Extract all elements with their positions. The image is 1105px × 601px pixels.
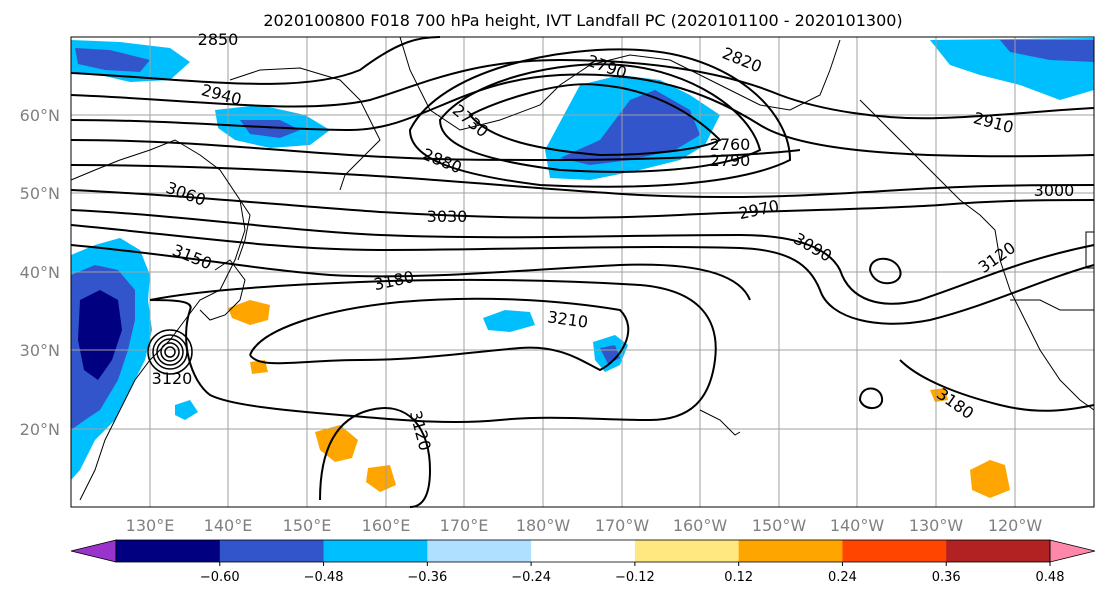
lon-label: 170°E — [440, 516, 489, 535]
lon-label: 130°W — [909, 516, 964, 535]
japan-coast — [199, 259, 246, 321]
contour-label: 2790 — [710, 151, 751, 170]
colorbar-segment — [946, 540, 1051, 562]
lat-label: 40°N — [20, 263, 60, 282]
contour-2790 — [408, 48, 792, 188]
colorbar-segment — [219, 540, 325, 562]
colorbar-tick-label: −0.48 — [304, 570, 344, 585]
contour-2850 — [70, 36, 441, 85]
figure-title: 2020100800 F018 700 hPa height, IVT Land… — [263, 11, 902, 30]
colorbar-tick-label: −0.36 — [407, 570, 447, 585]
contour-label: 2760 — [710, 135, 751, 154]
ivt-pos-4 — [366, 465, 396, 492]
contour-3090 — [70, 209, 1095, 305]
colorbar: −0.60 −0.48 −0.36 −0.24 −0.12 0.12 0.24 0.36 0.4… — [70, 539, 1096, 585]
colorbar-segment — [427, 540, 532, 562]
colorbar-extend-low — [70, 539, 117, 563]
lat-label: 50°N — [20, 184, 60, 203]
ivt-blob-ne-mid — [1000, 40, 1094, 62]
colorbar-tick-label: −0.24 — [511, 570, 551, 585]
contour-2970a — [70, 139, 801, 162]
na-west-coast — [859, 99, 1095, 411]
sakhalin-coast — [237, 199, 251, 261]
lon-label: 160°E — [362, 516, 411, 535]
hawaii — [699, 409, 741, 436]
latitude-labels: 60°N 50°N 40°N 30°N 20°N — [20, 106, 60, 439]
lon-label: 130°E — [126, 516, 175, 535]
ivt-blob-alaska-mid — [560, 90, 700, 165]
contour-label: 3030 — [427, 207, 468, 226]
lon-label: 150°W — [752, 516, 807, 535]
contour-3120-south — [319, 407, 432, 508]
colorbar-segment — [738, 540, 843, 562]
contour-2910 — [70, 58, 1095, 120]
ivt-pos-6 — [930, 388, 948, 402]
lat-label: 30°N — [20, 341, 60, 360]
lon-label: 120°W — [988, 516, 1043, 535]
contour-2760 — [438, 63, 762, 173]
height-contours — [70, 36, 1095, 508]
colorbar-segment — [323, 540, 428, 562]
contour-3180-east — [899, 359, 1095, 412]
asia-coast — [70, 139, 246, 501]
typhoon-contours — [147, 329, 193, 375]
border-us-mexico — [1010, 299, 1094, 311]
ivt-pos-1 — [228, 300, 270, 325]
lon-label: 180°W — [516, 516, 571, 535]
contour-2940 — [70, 73, 1095, 158]
longitude-labels: 130°E 140°E 150°E 160°E 170°E 180°W 170°… — [126, 516, 1043, 535]
ivt-blob-central-1 — [483, 310, 535, 332]
contour-3150 — [70, 244, 751, 301]
lat-label: 60°N — [20, 106, 60, 125]
colorbar-tick-label: −0.12 — [615, 570, 655, 585]
contour-label: 3120 — [152, 369, 193, 388]
ivt-blob-asia-strong — [78, 290, 122, 380]
contour-small-low — [868, 257, 902, 285]
colorbar-tick-label: 0.36 — [932, 570, 961, 585]
map-panel: 2850 2790 2820 2940 2730 2760 2790 2910 … — [70, 30, 1095, 508]
ivt-blob-central-3 — [175, 400, 198, 420]
graticule — [71, 37, 1094, 507]
colorbar-tick-label: 0.24 — [828, 570, 857, 585]
lon-label: 160°W — [673, 516, 728, 535]
contour-2730 — [468, 83, 722, 157]
ivt-pos-5 — [970, 460, 1010, 498]
contour-3120 — [70, 224, 1095, 325]
alaska-coast — [399, 36, 841, 131]
contour-label: 3000 — [1034, 181, 1075, 200]
lon-label: 170°W — [595, 516, 650, 535]
colorbar-segment — [116, 540, 221, 562]
contour-label: 2850 — [198, 30, 239, 49]
ivt-negative-shading — [71, 38, 1094, 480]
ivt-pos-2 — [250, 360, 268, 374]
kamchatka-coast — [229, 67, 381, 191]
colorbar-tick-label: 0.48 — [1036, 570, 1065, 585]
colorbar-tick-label: −0.60 — [200, 570, 240, 585]
lon-label: 140°W — [830, 516, 885, 535]
map-frame — [70, 36, 1095, 508]
lat-label: 20°N — [20, 420, 60, 439]
colorbar-segment — [634, 540, 740, 562]
colorbar-extend-high — [1049, 539, 1096, 563]
contour-small-high — [858, 387, 884, 409]
colorbar-segment — [842, 540, 947, 562]
contour-3000 — [70, 164, 1095, 199]
colorbar-frame — [115, 539, 1051, 563]
ivt-blob-nw-mid — [75, 48, 150, 72]
ivt-blob-okhotsk-mid — [240, 120, 300, 138]
colorbar-tick-label: 0.12 — [724, 570, 753, 585]
contour-3030 — [70, 189, 1095, 219]
contour-3180 — [149, 278, 717, 424]
lon-label: 140°E — [204, 516, 253, 535]
lon-label: 150°E — [283, 516, 332, 535]
contour-3210 — [249, 297, 630, 372]
colorbar-segment — [531, 540, 636, 562]
